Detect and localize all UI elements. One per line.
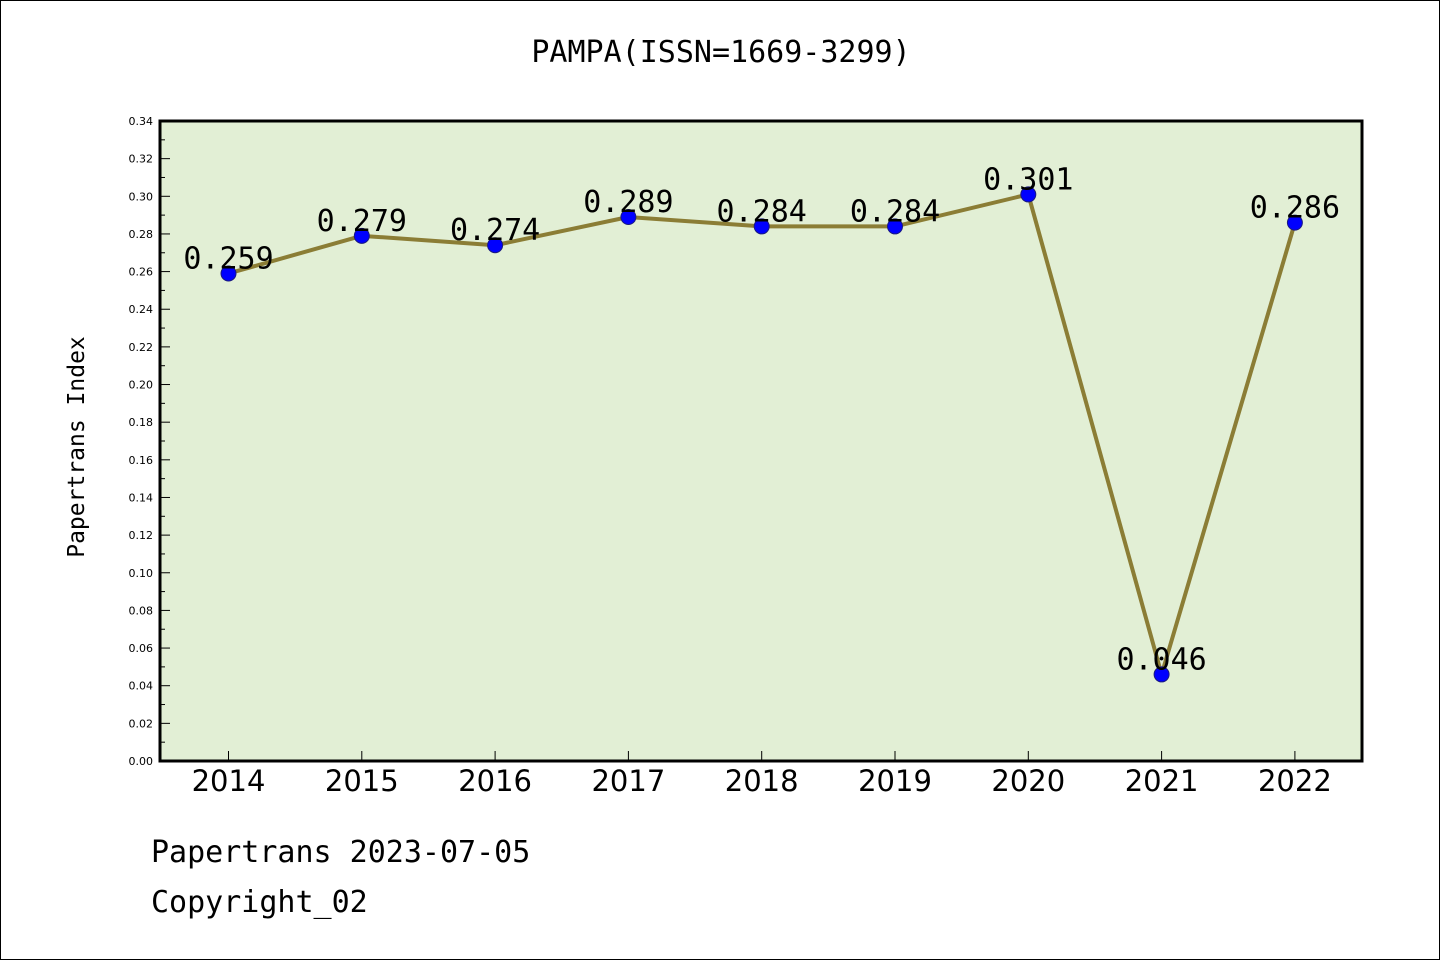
y-tick-label: 0.34 <box>129 115 154 128</box>
chart-title: PAMPA(ISSN=1669-3299) <box>531 35 911 70</box>
data-label: 0.274 <box>450 213 540 248</box>
y-tick-label: 0.20 <box>129 379 154 392</box>
data-point <box>1286 214 1303 231</box>
data-point <box>487 237 504 254</box>
data-label: 0.279 <box>317 204 407 239</box>
data-label: 0.301 <box>983 162 1073 197</box>
data-point <box>1020 186 1037 203</box>
y-tick-label: 0.18 <box>129 416 154 429</box>
x-tick-label: 2017 <box>591 764 665 798</box>
data-label: 0.286 <box>1250 191 1340 226</box>
y-tick-label: 0.30 <box>129 190 154 203</box>
x-tick-label: 2015 <box>325 764 399 798</box>
y-tick-label: 0.28 <box>129 228 154 241</box>
y-tick-label: 0.02 <box>129 717 154 730</box>
data-point <box>887 218 903 235</box>
x-tick-label: 2022 <box>1258 764 1332 798</box>
data-point <box>753 218 770 235</box>
x-tick-label: 2019 <box>858 764 932 798</box>
data-point <box>353 227 370 244</box>
data-point <box>620 209 637 225</box>
y-tick-label: 0.12 <box>129 529 154 542</box>
x-tick-label: 2014 <box>192 764 266 798</box>
y-tick-label: 0.16 <box>129 454 154 467</box>
y-tick-label: 0.24 <box>129 303 154 316</box>
x-tick-label: 2020 <box>991 764 1065 798</box>
data-point <box>220 265 237 282</box>
y-tick-label: 0.08 <box>129 604 154 617</box>
y-tick-label: 0.00 <box>129 755 154 768</box>
y-tick-label: 0.06 <box>129 642 154 655</box>
data-label: 0.284 <box>850 194 940 229</box>
y-tick-label: 0.04 <box>129 680 154 693</box>
y-tick-label: 0.14 <box>129 491 154 504</box>
footer-copyright: Copyright_02 <box>151 885 368 920</box>
y-tick-label: 0.10 <box>129 567 154 580</box>
plot-border <box>158 119 1364 763</box>
data-label: 0.289 <box>583 185 673 220</box>
footer-date: Papertrans 2023-07-05 <box>151 835 531 870</box>
data-label: 0.284 <box>717 194 807 229</box>
y-tick-label: 0.32 <box>129 153 154 166</box>
x-tick-label: 2018 <box>725 764 799 798</box>
data-label: 0.046 <box>1116 642 1206 677</box>
data-point <box>1153 666 1170 683</box>
y-tick-label: 0.22 <box>129 341 154 354</box>
y-tick-label: 0.26 <box>129 266 154 279</box>
x-tick-label: 2021 <box>1125 764 1199 798</box>
x-tick-label: 2016 <box>458 764 532 798</box>
data-label: 0.259 <box>183 241 273 276</box>
